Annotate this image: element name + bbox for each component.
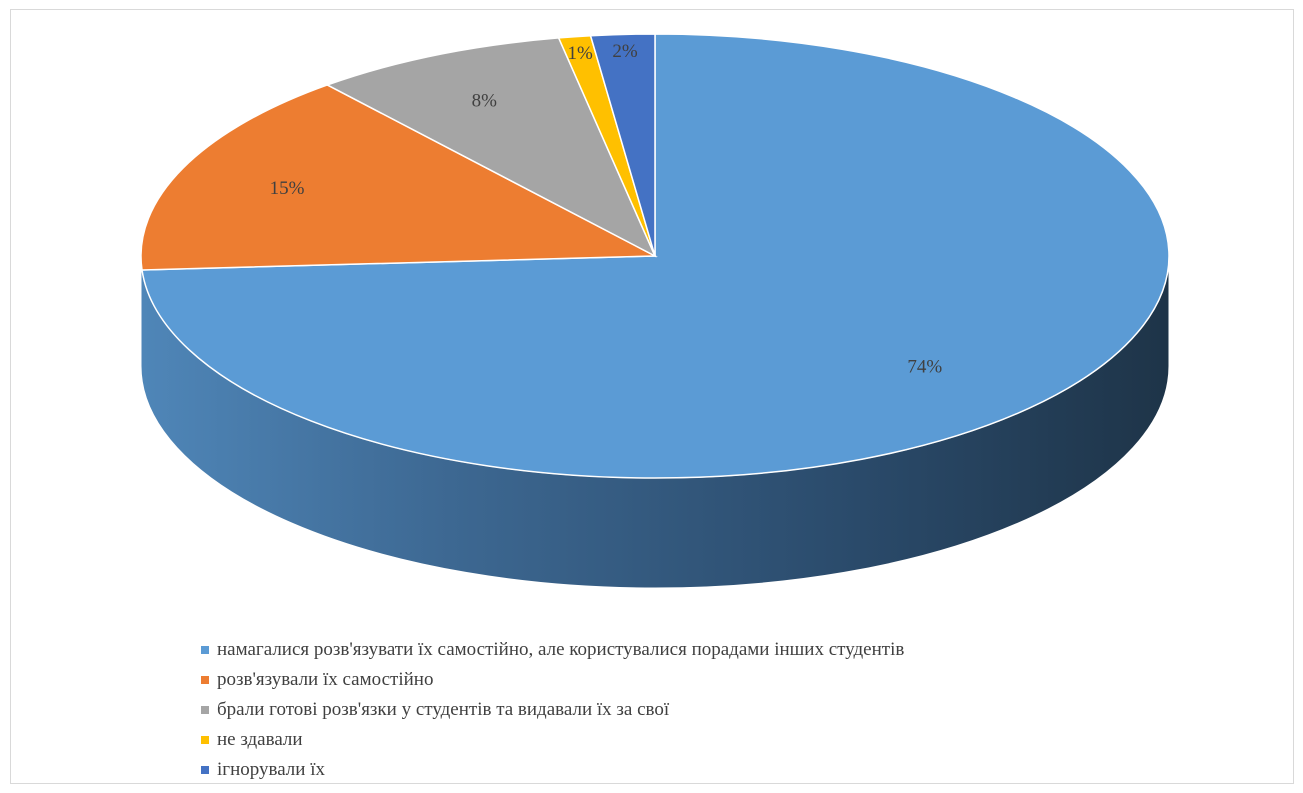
legend-label: розв'язували їх самостійно (217, 669, 433, 691)
pie-chart: 74% 15% 8% 1% 2% (11, 10, 1295, 630)
data-label: 2% (612, 41, 638, 62)
legend-label: намагалися розв'язувати їх самостійно, а… (217, 639, 904, 661)
data-label: 74% (907, 356, 942, 377)
legend-swatch (201, 766, 209, 774)
data-label: 8% (472, 90, 498, 111)
legend-swatch (201, 676, 209, 684)
legend-swatch (201, 736, 209, 744)
chart-legend: намагалися розв'язувати їх самостійно, а… (201, 635, 904, 785)
legend-item: ігнорували їх (201, 755, 904, 785)
legend-label: брали готові розв'язки у студентів та ви… (217, 699, 669, 721)
legend-swatch (201, 646, 209, 654)
legend-label: ігнорували їх (217, 759, 325, 781)
data-label: 1% (568, 43, 594, 64)
legend-swatch (201, 706, 209, 714)
legend-item: брали готові розв'язки у студентів та ви… (201, 695, 904, 725)
chart-area: 74% 15% 8% 1% 2% намагалися розв'язувати їх … (10, 9, 1294, 784)
data-label: 15% (270, 178, 305, 199)
legend-item: не здавали (201, 725, 904, 755)
legend-item: розв'язували їх самостійно (201, 665, 904, 695)
legend-label: не здавали (217, 729, 303, 751)
legend-item: намагалися розв'язувати їх самостійно, а… (201, 635, 904, 665)
